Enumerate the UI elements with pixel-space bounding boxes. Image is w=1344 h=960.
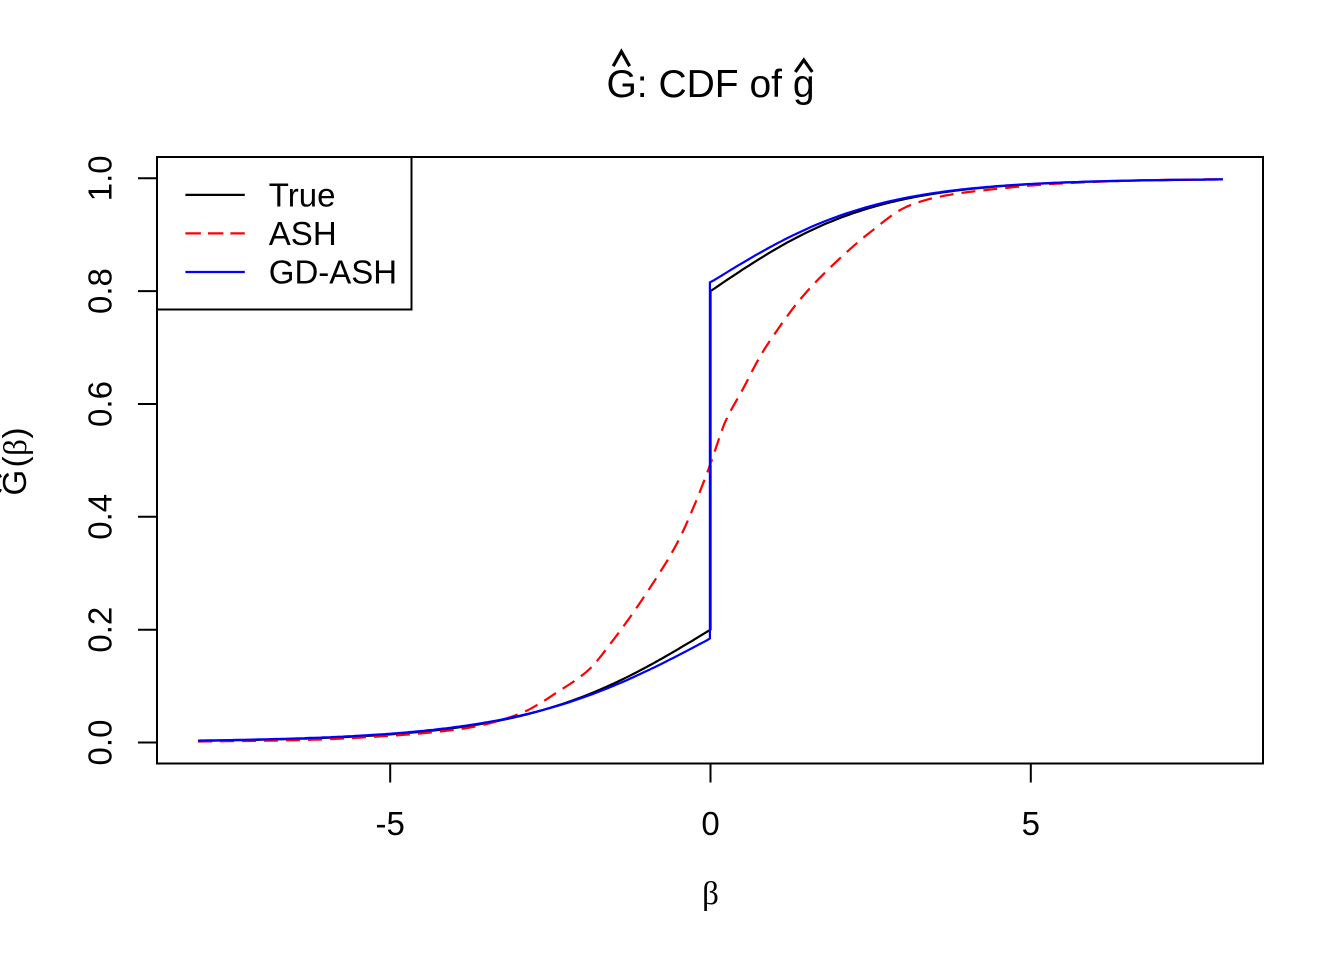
- svg-text:0.2: 0.2: [82, 607, 119, 653]
- svg-text:GD-ASH: GD-ASH: [269, 253, 397, 290]
- svg-text:0: 0: [701, 805, 719, 842]
- svg-text:0.6: 0.6: [82, 381, 119, 427]
- svg-text:5: 5: [1022, 805, 1040, 842]
- svg-text:True: True: [269, 176, 336, 213]
- svg-text:ASH: ASH: [269, 215, 337, 252]
- svg-text:G(β): G(β): [0, 428, 34, 496]
- svg-text:1.0: 1.0: [82, 155, 119, 201]
- svg-text:0.0: 0.0: [82, 720, 119, 766]
- svg-text:0.4: 0.4: [82, 494, 119, 540]
- svg-text:0.8: 0.8: [82, 268, 119, 314]
- svg-text:G: CDF of g: G: CDF of g: [606, 63, 814, 106]
- svg-text:-5: -5: [376, 805, 405, 842]
- svg-text:β: β: [702, 876, 719, 912]
